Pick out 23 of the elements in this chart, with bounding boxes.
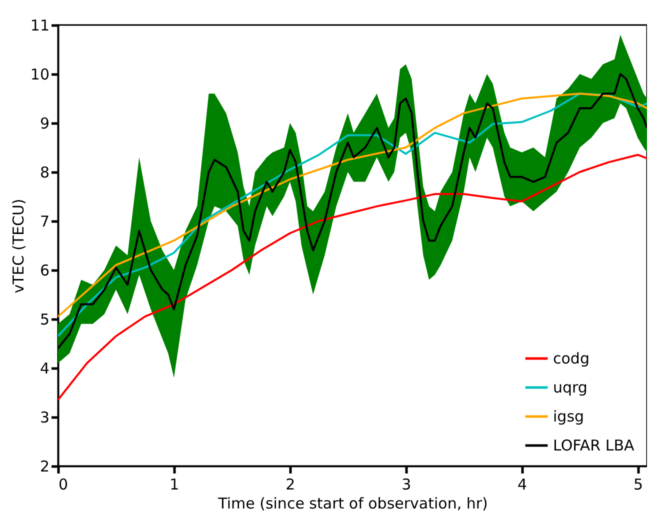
line-series	[58, 154, 647, 401]
y-tick-label: 7	[40, 212, 50, 230]
x-axis-title: Time (since start of observation, hr)	[217, 494, 488, 512]
x-tick-label: 3	[402, 476, 412, 494]
x-tick-label: 2	[286, 476, 296, 494]
legend-label: LOFAR LBA	[553, 436, 635, 454]
y-tick-label: 4	[40, 360, 50, 378]
y-tick-label: 3	[40, 408, 50, 426]
y-axis-title: vTEC (TECU)	[9, 198, 28, 294]
x-tick-label: 0	[58, 476, 68, 494]
x-tick-label: 1	[170, 476, 180, 494]
y-tick-label: 9	[40, 114, 50, 132]
y-tick-label: 10	[30, 66, 50, 84]
y-tick-label: 5	[40, 310, 50, 328]
y-tick-label: 8	[40, 164, 50, 182]
legend-label: codg	[553, 350, 590, 368]
y-tick-label: 6	[40, 262, 50, 280]
y-tick-label: 2	[40, 458, 50, 476]
legend-label: igsg	[553, 408, 584, 426]
x-tick-label: 4	[518, 476, 528, 494]
x-tick-label: 5	[633, 476, 643, 494]
y-tick-label: 11	[30, 16, 50, 34]
legend-label: uqrg	[553, 378, 588, 396]
